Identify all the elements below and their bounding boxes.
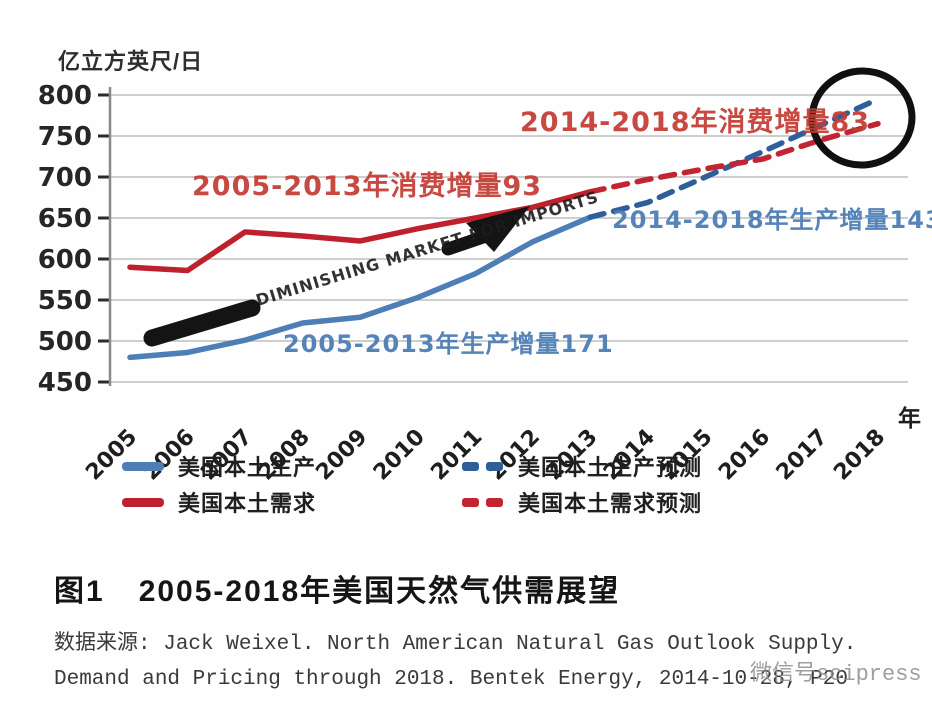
legend-item-production-forecast: 美国本土生产预测: [462, 452, 782, 480]
demand-line-swatch: [122, 497, 164, 507]
trend-arrow-shaft: [143, 299, 261, 347]
y-axis-unit-label: 亿立方英尺/日: [58, 49, 204, 74]
y-tick-label-650: 650: [38, 204, 92, 234]
trend-arrow-head: [466, 206, 530, 252]
source-line-2: Demand and Pricing through 2018. Bentek …: [54, 668, 848, 691]
figure-caption: 图1 2005-2018年美国天然气供需展望: [54, 566, 620, 610]
chart-canvas: 8007507006506005505004502005200620072008…: [38, 67, 921, 486]
natural-gas-outlook-chart: 亿立方英尺/日 800 750 700 650 600 550 500 450 2005 2006…: [38, 49, 932, 516]
production-line: [127, 214, 594, 361]
annotation-production-growth-2005-2013: 2005-2013年生产增量171: [283, 330, 614, 358]
legend-label-production-forecast: 美国本土生产预测: [518, 455, 703, 480]
y-tick-label-700: 700: [38, 163, 92, 193]
legend-item-demand-forecast: 美国本土需求预测: [462, 488, 782, 516]
annotation-consumption-growth-2005-2013: 2005-2013年消费增量93: [192, 171, 543, 202]
y-tick-label-750: 750: [38, 122, 92, 152]
y-tick-label-450: 450: [38, 368, 92, 398]
annotation-production-growth-2014-2018: 2014-2018年生产增量143: [612, 206, 932, 234]
demand-forecast-line: [587, 120, 881, 195]
legend-label-demand: 美国本土需求: [178, 491, 317, 516]
wechat-id-watermark: 微信号scipress: [750, 662, 922, 687]
chart-legend: 美国本土生产 美国本土生产预测 美国本土需求 美国本土需求预测: [122, 452, 782, 516]
legend-item-demand: 美国本土需求: [122, 488, 462, 516]
highlight-circle: [808, 67, 916, 169]
source-label: 数据来源:: [54, 633, 151, 656]
x-tick-label-2018: 2018: [829, 425, 890, 486]
legend-item-production: 美国本土生产: [122, 452, 462, 480]
figure-title: 2005-2018年美国天然气供需展望: [138, 575, 621, 608]
x-axis-unit-label: 年: [898, 405, 921, 431]
trend-arrow-neck: [441, 227, 499, 256]
data-source: 数据来源: Jack Weixel. North American Natura…: [54, 627, 924, 697]
production-forecast-swatch: [462, 461, 504, 471]
figure-number: 图1: [54, 575, 105, 608]
y-tick-label-550: 550: [38, 286, 92, 316]
y-tick-label-600: 600: [38, 245, 92, 275]
source-line-1: 数据来源: Jack Weixel. North American Natura…: [54, 633, 857, 656]
annotation-consumption-growth-2014-2018: 2014-2018年消费增量83: [520, 107, 871, 138]
demand-forecast-swatch: [462, 497, 504, 507]
y-tick-label-500: 500: [38, 327, 92, 357]
legend-label-production: 美国本土生产: [178, 455, 317, 480]
legend-label-demand-forecast: 美国本土需求预测: [518, 491, 703, 516]
y-tick-label-800: 800: [38, 81, 92, 111]
production-line-swatch: [122, 461, 164, 471]
